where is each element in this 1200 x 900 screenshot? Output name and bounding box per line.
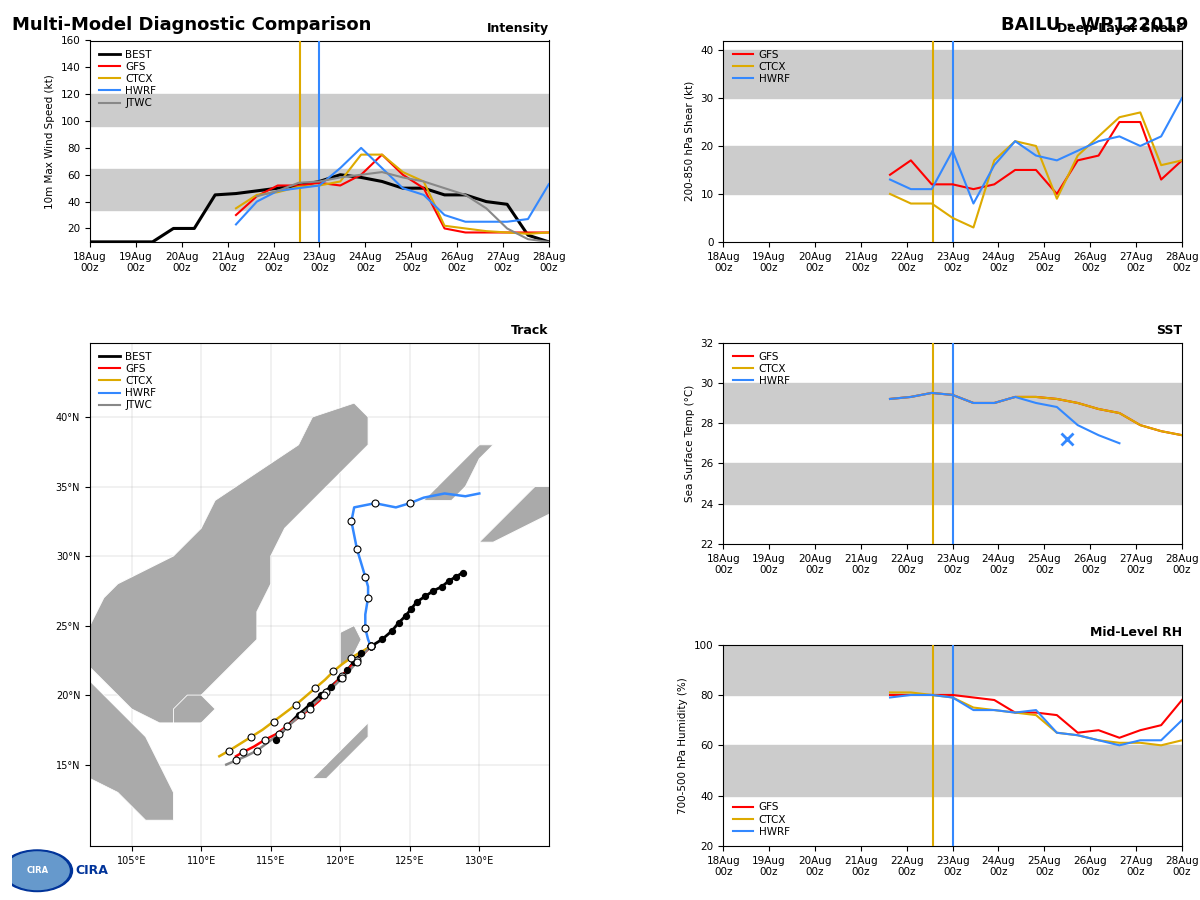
Bar [724,464,1182,504]
Text: Mid-Level RH: Mid-Level RH [1090,626,1182,639]
Bar [724,50,1182,98]
Point [331,671,350,686]
Text: Multi-Model Diagnostic Comparison: Multi-Model Diagnostic Comparison [12,16,371,34]
Circle shape [2,850,72,892]
Legend: GFS, CTCX, HWRF: GFS, CTCX, HWRF [728,798,793,841]
Circle shape [5,852,70,889]
Point [396,608,415,623]
Text: Intensity: Intensity [487,22,548,35]
Bar [724,146,1182,194]
Point [446,570,466,584]
Point [278,718,298,733]
Point [454,565,473,580]
Text: BAILU - WP122019: BAILU - WP122019 [1001,16,1188,34]
Bar [724,382,1182,423]
Point [382,624,401,638]
Text: Deep-Layer Shear: Deep-Layer Shear [1056,22,1182,35]
Text: CIRA: CIRA [26,866,48,875]
Text: SST: SST [1156,324,1182,338]
Point [320,680,340,694]
Point [337,663,356,678]
Point [407,595,426,609]
Bar [724,745,1182,796]
Legend: BEST, GFS, CTCX, HWRF, JTWC: BEST, GFS, CTCX, HWRF, JTWC [95,347,161,414]
Point [439,574,458,589]
Point [289,707,308,722]
Bar [724,644,1182,695]
Point [372,633,391,647]
Point [361,639,380,653]
Legend: GFS, CTCX, HWRF: GFS, CTCX, HWRF [728,347,793,391]
Point [266,733,286,747]
Bar [90,169,548,210]
Legend: BEST, GFS, CTCX, HWRF, JTWC: BEST, GFS, CTCX, HWRF, JTWC [95,46,161,112]
Point [415,590,434,604]
Point [311,688,330,702]
Point [344,654,364,669]
Y-axis label: 200-850 hPa Shear (kt): 200-850 hPa Shear (kt) [685,81,695,202]
Point [352,646,371,661]
Legend: GFS, CTCX, HWRF: GFS, CTCX, HWRF [728,46,793,88]
Y-axis label: 10m Max Wind Speed (kt): 10m Max Wind Speed (kt) [44,74,55,209]
Text: CIRA: CIRA [74,864,108,878]
Point [402,602,421,616]
Y-axis label: 700-500 hPa Humidity (%): 700-500 hPa Humidity (%) [678,677,689,814]
Point [432,580,451,594]
Point [389,616,408,630]
Point [300,698,319,712]
Point [424,583,443,598]
Y-axis label: Sea Surface Temp (°C): Sea Surface Temp (°C) [685,384,695,502]
Text: Track: Track [511,324,548,338]
Bar [90,94,548,126]
